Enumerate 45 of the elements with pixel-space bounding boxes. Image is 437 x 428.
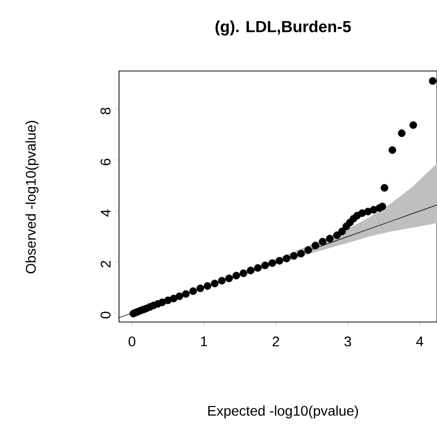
point [333,231,341,240]
point [182,290,190,298]
x-tick-label: 2 [272,336,280,346]
point [246,266,254,274]
point [254,264,262,272]
x-tick-label: 0 [128,336,136,346]
point [276,256,284,265]
point [326,234,334,242]
y-tick-label: 8 [100,108,110,114]
chart-title: (g). LDL,Burden-5 [216,20,351,36]
x-tick-label: 4 [416,336,424,346]
point [218,276,226,284]
point [338,228,346,236]
point [204,282,212,290]
point [380,184,388,192]
point [261,262,269,270]
point [164,296,172,304]
point [240,269,248,278]
point [210,280,218,288]
point [409,121,418,129]
point [388,146,396,154]
point [189,287,197,295]
y-tick-label: 4 [100,210,110,217]
point [297,250,305,258]
x-tick-label: 3 [344,336,352,346]
point [232,272,240,280]
point [318,238,326,246]
point [378,202,386,210]
y-axis-title: Observed -log10(pvalue) [25,120,39,274]
point [268,259,276,267]
point [290,252,298,260]
point [225,274,233,282]
point [196,284,204,292]
x-tick-label: 1 [201,336,208,346]
point [304,246,312,254]
point [428,77,436,85]
point [176,292,184,300]
point [398,129,406,138]
y-tick-label: 0 [100,312,110,318]
point [282,254,290,262]
y-tick-label: 2 [100,260,110,268]
y-tick-label: 6 [100,158,110,166]
point [312,242,320,250]
point [364,208,372,216]
x-axis-title: Expected -log10(pvalue) [208,405,358,419]
